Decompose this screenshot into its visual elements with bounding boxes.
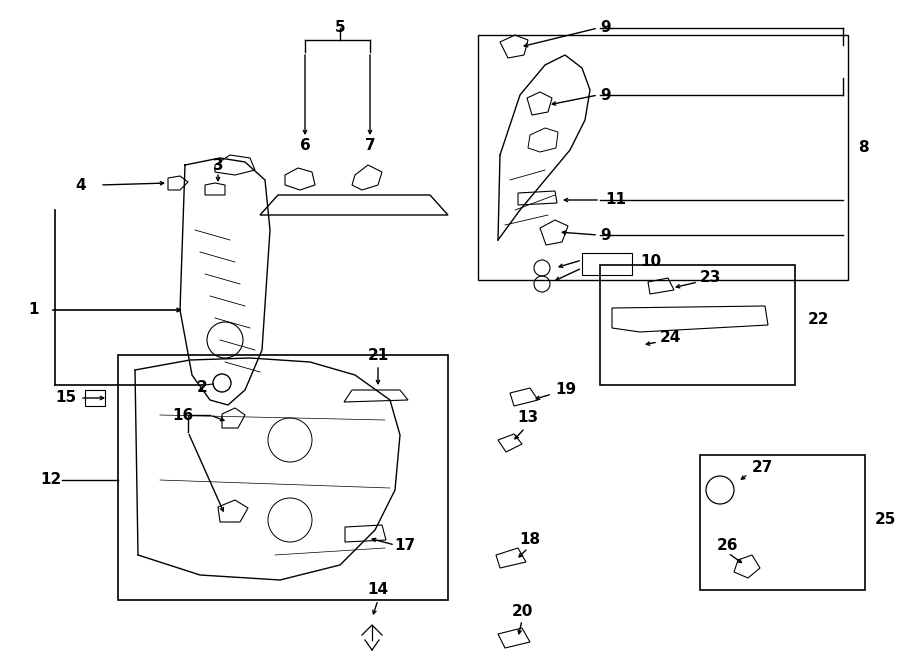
Text: 2: 2 [197, 381, 208, 395]
Text: 26: 26 [717, 537, 739, 553]
Text: 9: 9 [600, 227, 610, 243]
Text: 20: 20 [511, 605, 533, 619]
Text: 8: 8 [858, 141, 868, 155]
Text: 10: 10 [640, 254, 662, 270]
Text: 25: 25 [875, 512, 896, 527]
Text: 19: 19 [555, 383, 576, 397]
Text: 22: 22 [808, 313, 830, 327]
Text: 16: 16 [172, 407, 194, 422]
Text: 7: 7 [364, 137, 375, 153]
Text: 14: 14 [367, 582, 389, 598]
Text: 24: 24 [660, 330, 681, 346]
Text: 11: 11 [605, 192, 626, 208]
Text: 15: 15 [55, 391, 76, 405]
Text: 3: 3 [212, 157, 223, 173]
Bar [118, 355, 448, 600]
Text: 27: 27 [752, 461, 773, 475]
Text: 4: 4 [75, 178, 86, 192]
Text: 13: 13 [518, 410, 538, 426]
Bar [478, 35, 848, 280]
Text: 21: 21 [367, 348, 389, 362]
Text: 18: 18 [519, 533, 541, 547]
Text: 5: 5 [335, 20, 346, 36]
Bar [582, 253, 632, 275]
Bar [700, 455, 865, 590]
Bar [600, 265, 795, 385]
Text: 17: 17 [394, 537, 416, 553]
Text: 23: 23 [700, 270, 722, 286]
Text: 12: 12 [40, 473, 62, 488]
Text: 1: 1 [28, 303, 39, 317]
Bar [85, 390, 105, 406]
Text: 6: 6 [300, 137, 310, 153]
Text: 9: 9 [600, 87, 610, 102]
Text: 9: 9 [600, 20, 610, 36]
